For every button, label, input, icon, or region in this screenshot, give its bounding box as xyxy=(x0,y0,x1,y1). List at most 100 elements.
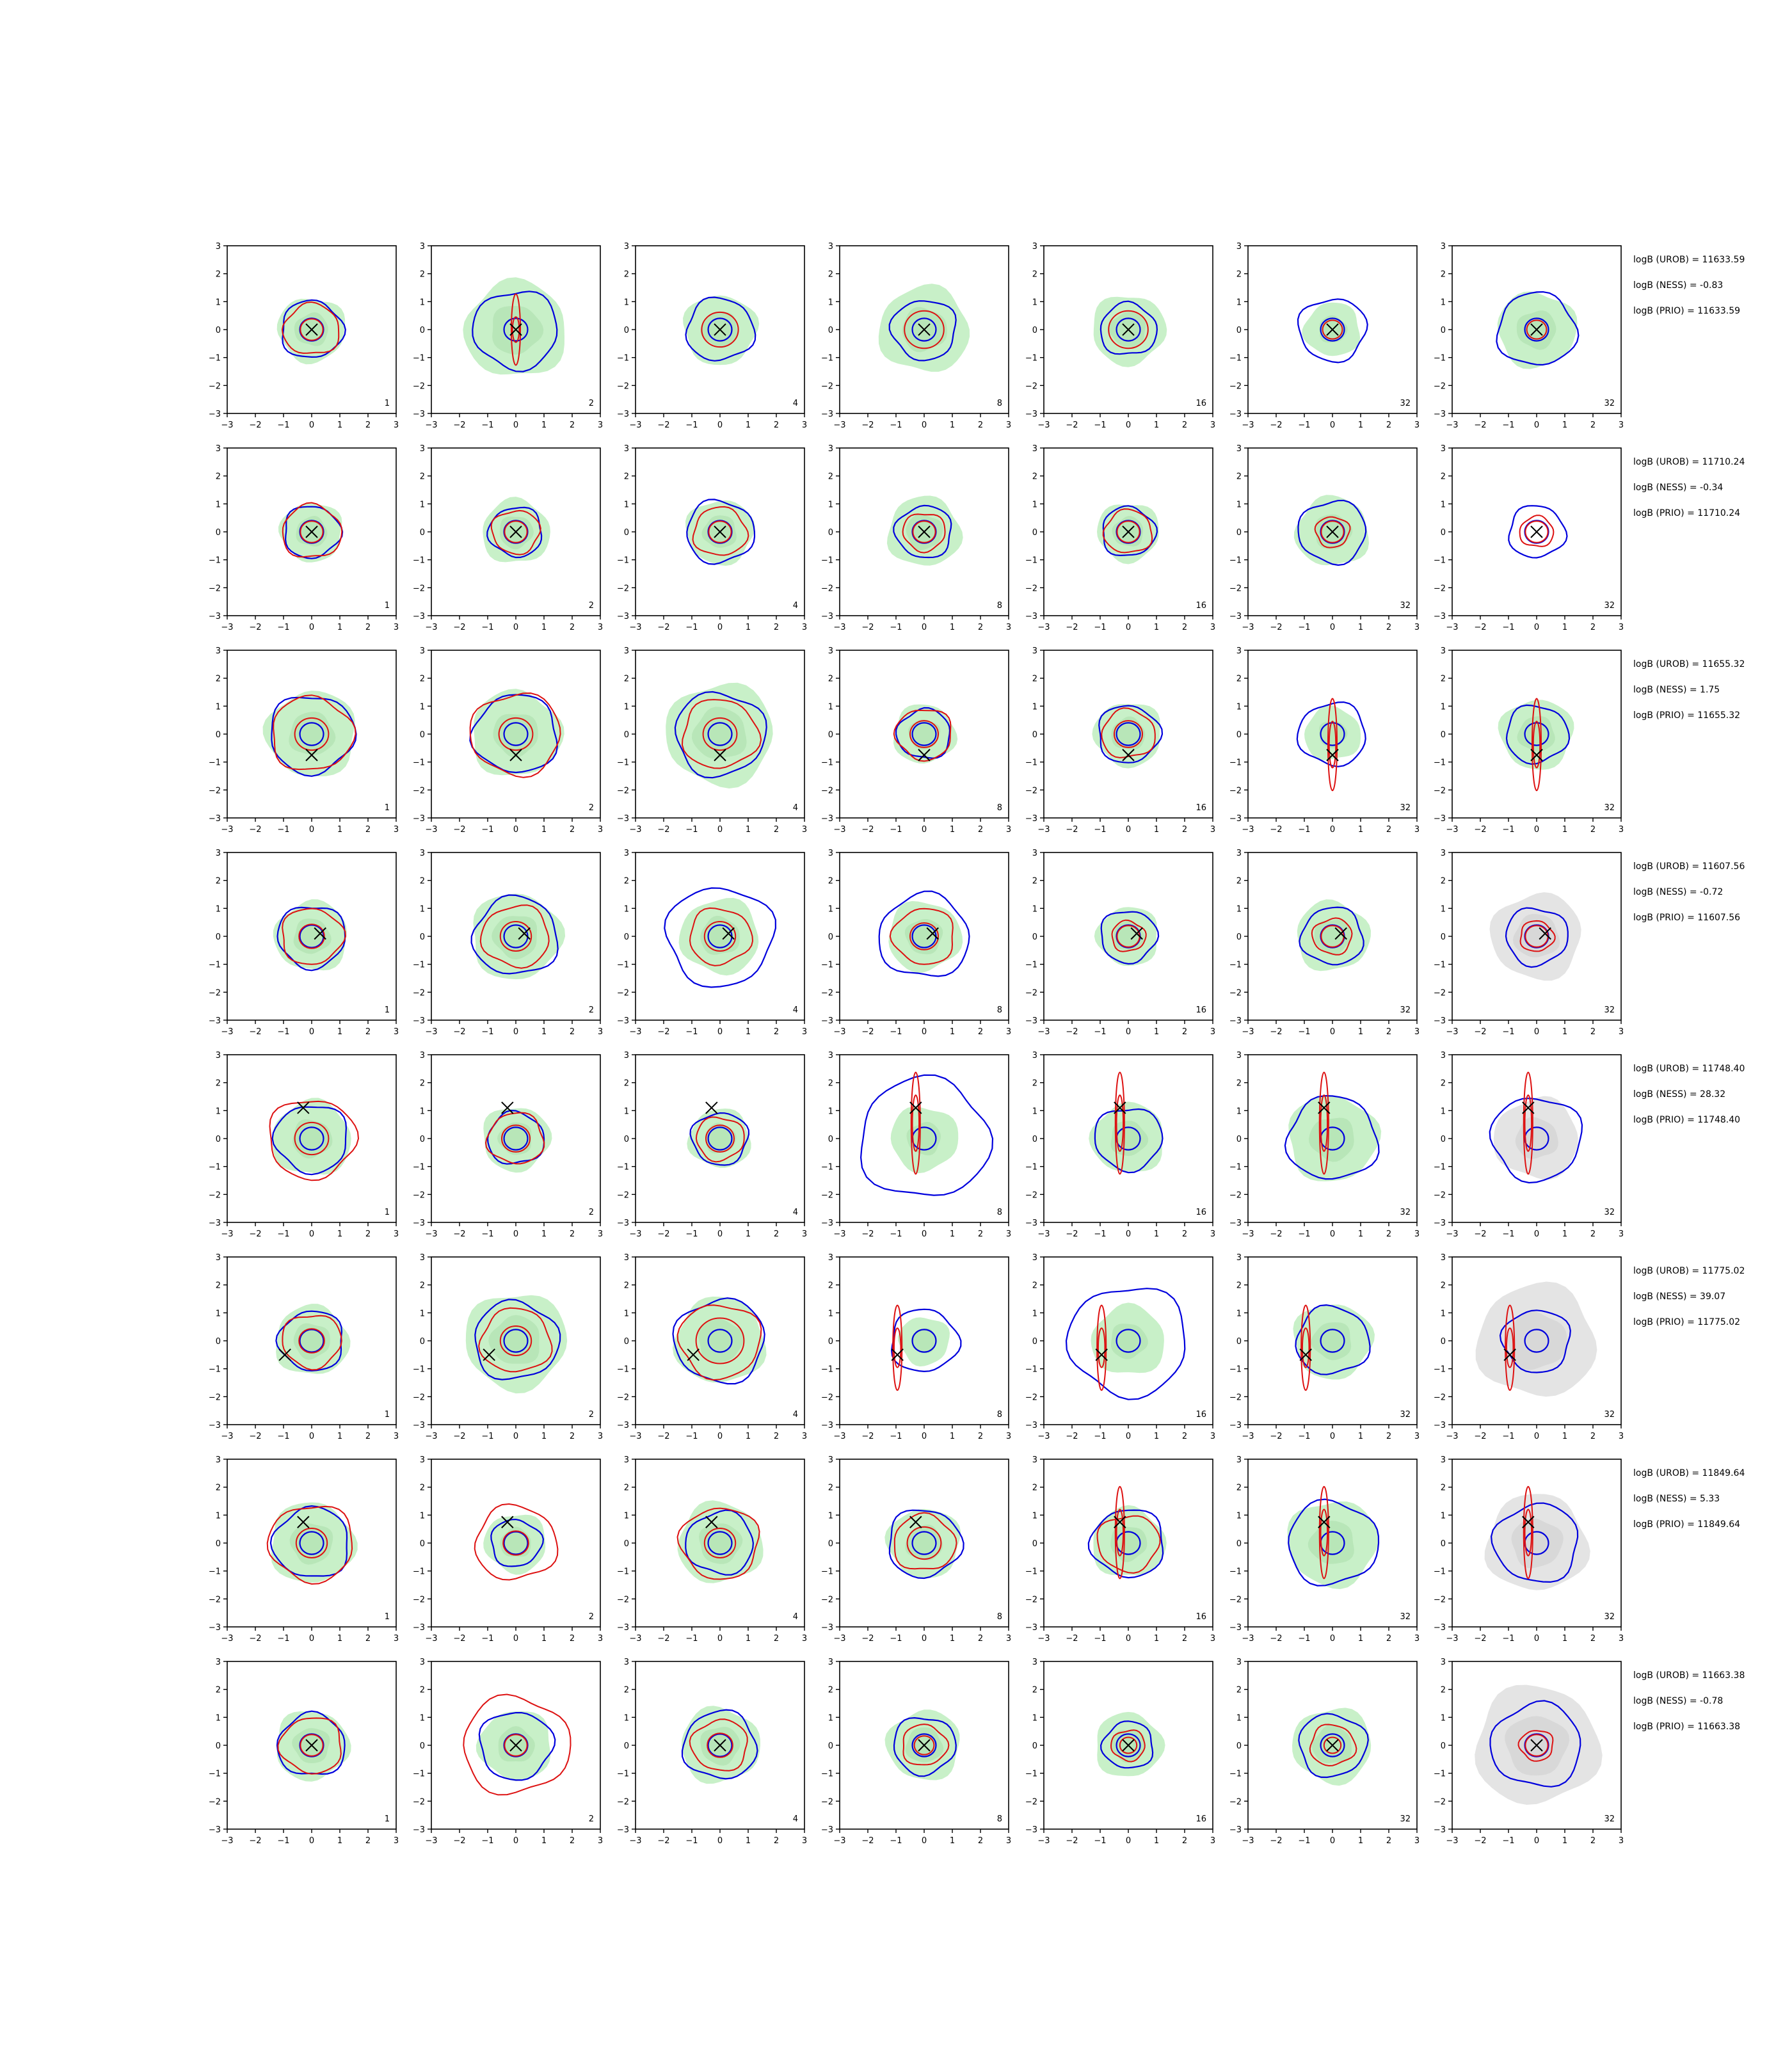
logb-label-logb-ness: logB (NESS) = -0.34 xyxy=(1633,483,1723,493)
y-tick-label: −1 xyxy=(1229,1163,1242,1172)
y-tick-label: −1 xyxy=(617,1770,629,1779)
panel-corner-label: 16 xyxy=(1196,1814,1206,1824)
x-tick-label: −2 xyxy=(1474,1027,1486,1037)
panel-corner-label: 16 xyxy=(1196,1005,1206,1015)
red-contour-inner xyxy=(504,520,528,543)
x-tick-label: 1 xyxy=(1154,825,1159,835)
panel-corner-label: 1 xyxy=(385,1612,390,1622)
x-tick-label: 2 xyxy=(570,1836,575,1846)
x-tick-label: 1 xyxy=(950,1634,955,1644)
panel-corner-label: 32 xyxy=(1400,601,1411,611)
y-tick-label: 3 xyxy=(828,1051,833,1060)
y-tick-label: 3 xyxy=(828,1455,833,1465)
y-tick-label: −1 xyxy=(821,1567,833,1577)
x-tick-label: 2 xyxy=(1182,1432,1187,1441)
blue-contour-outer xyxy=(490,1518,545,1567)
x-tick-label: −3 xyxy=(629,1229,641,1239)
y-tick-label: 2 xyxy=(1441,877,1446,886)
y-tick-label: −2 xyxy=(209,1393,221,1402)
y-tick-label: −2 xyxy=(617,988,629,998)
y-tick-label: 2 xyxy=(1441,472,1446,482)
x-tick-label: −3 xyxy=(1037,1027,1050,1037)
x-tick-label: −2 xyxy=(1066,825,1078,835)
y-tick-label: −1 xyxy=(1434,961,1446,970)
x-tick-label: 0 xyxy=(922,1432,927,1441)
x-tick-label: 2 xyxy=(365,1229,371,1239)
x-tick-label: −2 xyxy=(1066,1836,1078,1846)
blue-contour-outer xyxy=(1297,298,1368,364)
red-contour-inner xyxy=(1322,319,1343,340)
x-tick-label: −3 xyxy=(1037,1634,1050,1644)
density-fill-inner xyxy=(1507,1311,1567,1370)
panel-corner-label: 2 xyxy=(589,601,594,611)
y-tick-label: −2 xyxy=(1025,381,1037,391)
x-tick-label: −1 xyxy=(481,1432,493,1441)
y-tick-label: 1 xyxy=(1236,904,1242,914)
red-contour-inner xyxy=(906,1526,942,1560)
true-value-marker xyxy=(1122,749,1135,762)
blue-contour-outer xyxy=(672,1297,765,1385)
y-tick-label: 1 xyxy=(420,298,425,307)
y-tick-label: 2 xyxy=(624,1686,629,1695)
x-tick-label: 1 xyxy=(1562,1432,1567,1441)
panel-r3-c4: −3 −2 −1 0 1 2 3 3 2 1 0 −1 −2 −3 8 xyxy=(821,646,1011,835)
y-tick-label: −1 xyxy=(1025,1770,1037,1779)
panel-corner-label: 8 xyxy=(997,1814,1002,1824)
true-value-marker xyxy=(918,323,931,336)
x-tick-label: 1 xyxy=(337,1836,342,1846)
x-tick-label: −3 xyxy=(1037,1229,1050,1239)
y-tick-label: 3 xyxy=(216,242,221,252)
y-tick-label: −1 xyxy=(413,556,425,566)
red-contour-inner xyxy=(504,1734,528,1757)
x-tick-label: 1 xyxy=(950,420,955,430)
y-tick-label: 0 xyxy=(1236,730,1242,740)
y-tick-label: 1 xyxy=(624,1511,629,1521)
y-tick-label: 3 xyxy=(216,1658,221,1667)
x-tick-label: 2 xyxy=(1182,1634,1187,1644)
x-tick-label: −3 xyxy=(221,1634,233,1644)
y-tick-label: −3 xyxy=(209,1219,221,1228)
blue-contour-outer xyxy=(478,1712,556,1781)
red-contour-lobe xyxy=(1532,721,1541,769)
red-contour-lobe xyxy=(1524,1508,1533,1556)
x-tick-label: −2 xyxy=(1474,825,1486,835)
red-contour-lobe xyxy=(1114,1485,1125,1580)
y-tick-label: −2 xyxy=(209,1595,221,1604)
x-tick-label: 1 xyxy=(746,1634,751,1644)
density-fill-inner xyxy=(292,1119,333,1159)
y-tick-label: −1 xyxy=(1025,961,1037,970)
red-contour-outer xyxy=(282,1315,342,1371)
y-tick-label: −1 xyxy=(1229,758,1242,768)
x-tick-label: 2 xyxy=(365,1836,371,1846)
y-tick-label: −2 xyxy=(617,584,629,593)
y-tick-label: 1 xyxy=(420,500,425,509)
x-tick-label: 0 xyxy=(717,420,723,430)
panel-corner-label: 32 xyxy=(1604,1612,1615,1622)
x-tick-label: 1 xyxy=(746,1229,751,1239)
x-tick-label: 0 xyxy=(309,825,314,835)
true-value-marker xyxy=(705,1101,718,1114)
true-value-marker xyxy=(1503,1348,1516,1361)
true-value-marker xyxy=(1318,1101,1331,1114)
x-tick-label: 1 xyxy=(1358,623,1363,632)
red-contour-inner xyxy=(1526,319,1548,340)
panel-r1-c1: −3 −2 −1 0 1 2 3 3 2 1 0 −1 −2 −3 1 xyxy=(209,242,399,430)
x-tick-label: 3 xyxy=(1619,1432,1624,1441)
x-tick-label: −2 xyxy=(861,825,874,835)
y-tick-label: 0 xyxy=(1032,1539,1037,1549)
y-tick-label: 1 xyxy=(1032,702,1037,712)
y-tick-label: 2 xyxy=(624,675,629,684)
x-tick-label: 3 xyxy=(1619,623,1624,632)
true-value-marker xyxy=(714,1739,726,1752)
true-value-marker xyxy=(918,1739,931,1752)
x-tick-label: 0 xyxy=(922,1634,927,1644)
red-contour-inner xyxy=(295,1528,328,1558)
x-tick-label: 3 xyxy=(394,1229,399,1239)
y-tick-label: 1 xyxy=(420,1713,425,1723)
x-tick-label: 0 xyxy=(717,623,723,632)
x-tick-label: 3 xyxy=(1210,1432,1215,1441)
y-tick-label: 0 xyxy=(1441,326,1446,335)
x-tick-label: −2 xyxy=(453,1432,465,1441)
x-tick-label: 0 xyxy=(922,420,927,430)
